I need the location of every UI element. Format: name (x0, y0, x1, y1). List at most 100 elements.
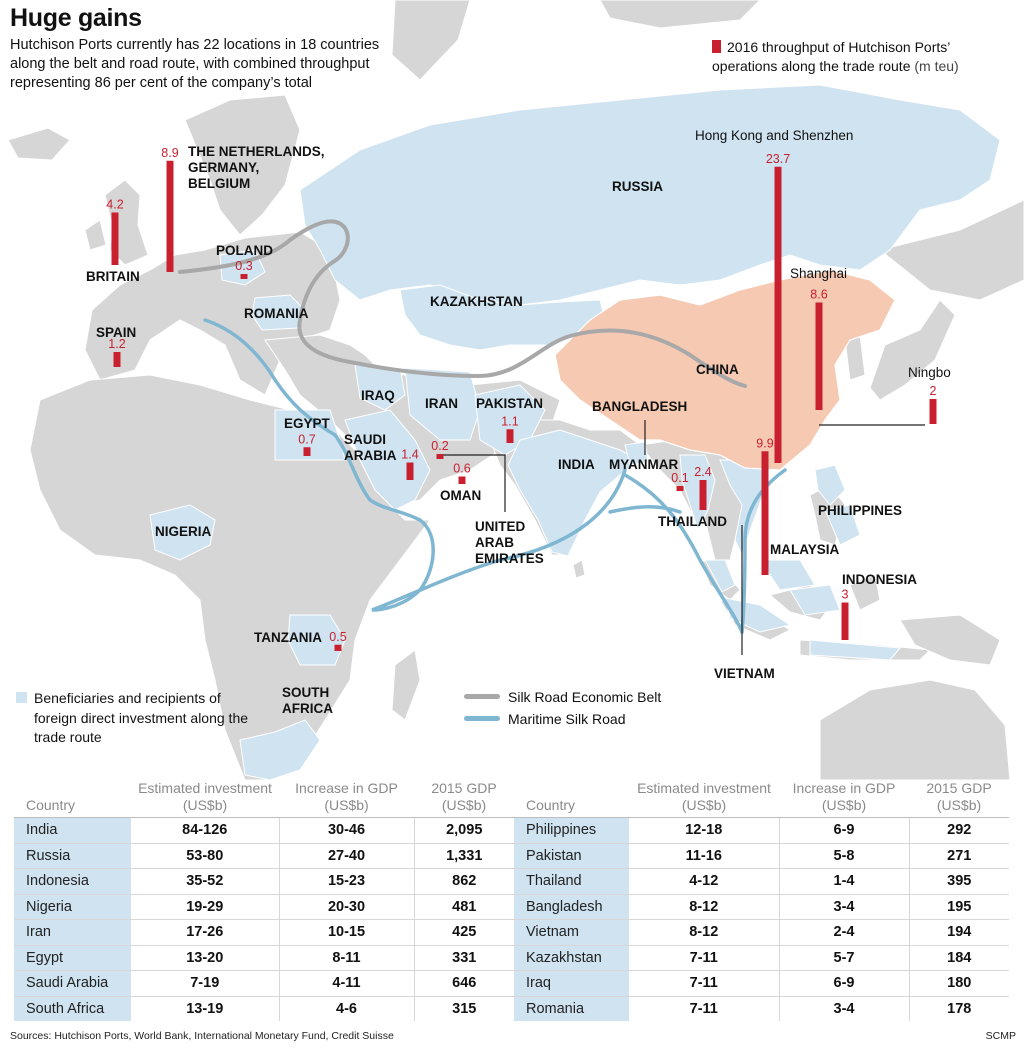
col-header-gdp-2015: 2015 GDP (US$b) (431, 780, 497, 813)
port-name-label: Hong Kong and Shenzhen (695, 128, 853, 143)
table-cell-gdp-increase: 1-4 (778, 868, 909, 894)
table-cell-investment: 8-12 (629, 893, 779, 920)
table-row: Nigeria 19-29 20-30 481 Bangladesh 8-12 3-4 195 (14, 893, 1009, 920)
table-cell-investment: 17-26 (131, 919, 279, 945)
throughput-bar (240, 274, 248, 279)
table-cell-gdp-2015: 195 (908, 893, 1009, 920)
table-cell-gdp-2015: 271 (908, 842, 1009, 869)
table-cell-gdp-2015: 395 (908, 868, 1009, 894)
table-cell-gdp-increase: 15-23 (278, 868, 414, 894)
table-cell-investment: 19-29 (131, 893, 279, 920)
table-cell-gdp-2015: 646 (413, 970, 514, 996)
belt-line-swatch (464, 694, 500, 699)
table-cell-gdp-increase: 4-11 (278, 970, 414, 996)
table-cell-gdp-2015: 178 (908, 995, 1009, 1021)
table-cell-investment: 7-11 (629, 970, 779, 996)
page-subtitle: Hutchison Ports currently has 22 locatio… (10, 37, 380, 91)
page-title: Huge gains (10, 4, 142, 32)
table-cell-gdp-increase: 3-4 (778, 893, 909, 920)
throughput-value-label: 0.2 (431, 439, 448, 453)
table-cell-country: Vietnam (514, 919, 629, 945)
table-row: Saudi Arabia 7-19 4-11 646 Iraq 7-11 6-9 180 (14, 970, 1009, 996)
label-egypt: EGYPT (284, 416, 331, 431)
maritime-legend-row: Maritime Silk Road (464, 708, 661, 730)
table-cell-country: Saudi Arabia (14, 970, 131, 996)
throughput-value-label: 0.1 (671, 471, 688, 485)
throughput-value-label: 0.6 (453, 462, 470, 476)
table-cell-country: Iran (14, 919, 131, 945)
table-cell-country: Bangladesh (514, 893, 629, 920)
sources-note: Sources: Hutchison Ports, World Bank, In… (10, 1030, 394, 1042)
table-cell-investment: 13-20 (131, 944, 279, 971)
throughput-bar (815, 302, 823, 410)
china-shape (554, 269, 896, 471)
credit: SCMP (985, 1030, 1016, 1042)
label-uae: UNITED ARAB EMIRATES (475, 519, 544, 566)
label-spain: SPAIN (96, 325, 136, 340)
throughput-bar (303, 447, 311, 456)
fdi-swatch (16, 692, 27, 703)
table-cell-investment: 13-19 (131, 995, 279, 1021)
table-cell-gdp-2015: 315 (413, 995, 514, 1021)
throughput-value-label: 8.9 (161, 146, 178, 160)
label-saudi-arabia: SAUDI ARABIA (344, 432, 397, 463)
label-russia: RUSSIA (612, 179, 663, 194)
table-cell-gdp-2015: 425 (413, 919, 514, 945)
table-cell-country: Russia (14, 842, 131, 869)
country-labels: RUSSIA KAZAKHSTAN CHINA ROMANIA POLAND B… (86, 144, 917, 716)
throughput-bar (458, 476, 466, 484)
table-cell-gdp-2015: 331 (413, 944, 514, 971)
label-oman: OMAN (440, 488, 481, 503)
table-header-row: Country Estimated investment (US$b) Incr… (14, 780, 1009, 818)
table-row: India 84-126 30-46 2,095 Philippines 12-18 6-9… (14, 817, 1009, 843)
table-cell-country: Nigeria (14, 893, 131, 920)
throughput-legend: 2016 throughput of Hutchison Ports’ oper… (712, 38, 1012, 76)
label-vietnam: VIETNAM (714, 666, 775, 681)
throughput-bar (676, 486, 684, 491)
label-tanzania: TANZANIA (254, 630, 322, 645)
throughput-value-label: 0.5 (329, 630, 346, 644)
table-cell-country: Pakistan (514, 842, 629, 869)
investment-table: Country Estimated investment (US$b) Incr… (14, 780, 1009, 1021)
throughput-value-label: 0.3 (235, 259, 252, 273)
table-cell-gdp-increase: 6-9 (778, 970, 909, 996)
throughput-bar (406, 462, 414, 480)
throughput-bar (113, 352, 121, 367)
table-cell-gdp-2015: 862 (413, 868, 514, 894)
label-iraq: IRAQ (361, 388, 395, 403)
fdi-legend: Beneficiaries and recipients of foreign … (14, 689, 254, 748)
table-cell-gdp-2015: 481 (413, 893, 514, 920)
throughput-bar (506, 429, 514, 443)
table-row: Iran 17-26 10-15 425 Vietnam 8-12 2-4 194 (14, 919, 1009, 945)
throughput-bar (334, 644, 342, 651)
throughput-bar (166, 160, 174, 272)
label-india: INDIA (558, 457, 595, 472)
label-myanmar: MYANMAR (609, 457, 679, 472)
label-kazakhstan: KAZAKHSTAN (430, 294, 523, 309)
throughput-bar (929, 399, 937, 424)
col-header-gdp-increase: Increase in GDP (US$b) (295, 780, 398, 813)
table-cell-country: South Africa (14, 995, 131, 1021)
throughput-bar (436, 454, 444, 459)
throughput-unit: (m teu) (914, 58, 959, 74)
table-cell-investment: 35-52 (131, 868, 279, 894)
col-header-country: Country (26, 797, 76, 813)
table-cell-country: Kazakhstan (514, 944, 629, 971)
port-name-label: Shanghai (790, 266, 847, 281)
table-cell-country: Iraq (514, 970, 629, 996)
belt-legend-label: Silk Road Economic Belt (508, 689, 662, 705)
throughput-value-label: 1.2 (108, 337, 125, 351)
table-cell-investment: 7-11 (629, 944, 779, 971)
table-cell-gdp-2015: 292 (908, 817, 1009, 843)
table-cell-investment: 4-12 (629, 868, 779, 894)
throughput-value-label: 2 (930, 384, 937, 398)
table-cell-country: Romania (514, 995, 629, 1021)
table-cell-gdp-increase: 5-7 (778, 944, 909, 971)
maritime-legend-label: Maritime Silk Road (508, 711, 626, 727)
table-cell-investment: 12-18 (629, 817, 779, 843)
throughput-bars: 23.7 Hong Kong and Shenzhen 9.9 8.9 8.6 Shang… (106, 128, 951, 651)
fdi-legend-label: Beneficiaries and recipients of foreign … (34, 690, 249, 745)
throughput-value-label: 8.6 (810, 288, 827, 302)
label-bangladesh: BANGLADESH (592, 399, 687, 414)
